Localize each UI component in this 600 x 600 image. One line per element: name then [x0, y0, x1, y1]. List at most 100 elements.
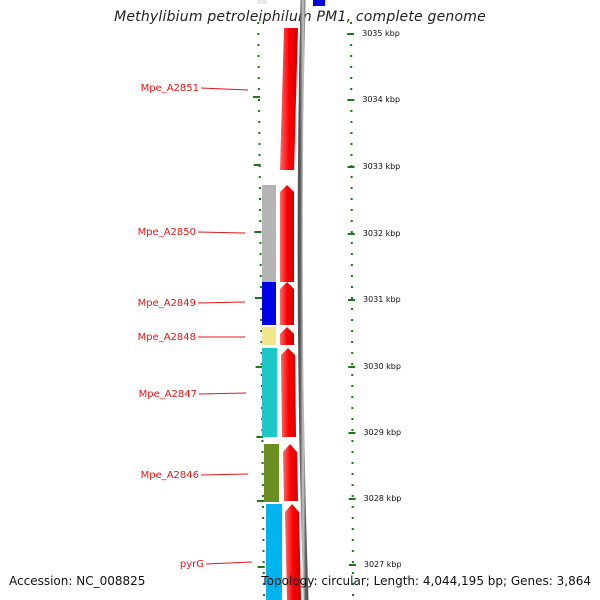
major-tick — [255, 366, 263, 368]
gene-block[interactable] — [264, 444, 279, 502]
track-dot — [257, 99, 260, 101]
track-dot — [351, 506, 354, 508]
track-dot — [351, 407, 354, 409]
track-dot — [350, 286, 353, 288]
track-dot — [351, 451, 354, 453]
gene-labels: Mpe_A2851 Mpe_A2850 Mpe_A2849 Mpe_A2848 Mpe_… — [138, 83, 253, 570]
gene-label[interactable]: Mpe_A2848 — [138, 332, 196, 343]
track-dot — [260, 385, 263, 387]
kbp-tick-label: 3035 kbp — [362, 29, 400, 38]
gene-label[interactable]: Mpe_A2851 — [141, 83, 199, 94]
track-dot — [350, 264, 353, 266]
track-dot — [259, 209, 262, 211]
gene-block[interactable] — [262, 185, 276, 282]
track-dot — [262, 550, 265, 552]
track-dot — [351, 594, 354, 596]
gene-label[interactable]: Mpe_A2850 — [138, 227, 196, 238]
track-dot — [262, 506, 265, 508]
track-dot — [260, 396, 263, 398]
track-dot — [351, 319, 354, 321]
track-dot — [262, 517, 265, 519]
track-dot — [350, 187, 353, 189]
track-dot — [351, 418, 354, 420]
track-dot — [257, 33, 260, 35]
forward-strand-arrows — [280, 28, 301, 600]
kbp-scale: 3035 kbp 3034 kbp 3033 kbp 3032 kbp 3031 kbp… — [362, 29, 401, 569]
track-dot — [261, 495, 264, 497]
strand-arrow[interactable] — [280, 185, 294, 282]
gene-label[interactable]: Mpe_A2849 — [138, 298, 196, 309]
strand-arrow[interactable] — [280, 327, 294, 345]
track-dot — [351, 517, 354, 519]
genome-summary: Topology: circular; Length: 4,044,195 bp… — [261, 574, 591, 588]
gene-leader-line — [197, 231, 246, 234]
track-dot — [350, 44, 353, 46]
gene-label[interactable]: pyrG — [180, 559, 204, 570]
gene-block[interactable] — [262, 282, 276, 325]
track-dot — [350, 198, 353, 200]
track-dot — [262, 539, 265, 541]
kbp-tick-label: 3034 kbp — [362, 95, 400, 104]
gene-leader-line — [197, 301, 246, 304]
track-dot — [258, 121, 261, 123]
kbp-tick-label: 3027 kbp — [364, 560, 402, 569]
major-tick — [254, 297, 262, 299]
track-dot — [350, 110, 353, 112]
track-dot — [262, 594, 265, 596]
gene-block[interactable] — [262, 348, 277, 437]
track-dot — [351, 484, 354, 486]
track-dot — [261, 451, 264, 453]
gene-label[interactable]: Mpe_A2847 — [139, 389, 197, 400]
major-tick — [348, 432, 356, 434]
track-dot — [351, 440, 354, 442]
track-dot — [350, 154, 353, 156]
top-faded-feature — [257, 0, 267, 4]
track-dot — [350, 176, 353, 178]
track-dot — [351, 528, 354, 530]
track-dot — [258, 187, 261, 189]
gene-block[interactable] — [266, 504, 282, 600]
track-dot — [262, 528, 265, 530]
major-tick — [257, 500, 264, 502]
track-dot — [257, 44, 260, 46]
track-dot — [350, 253, 353, 255]
track-dot — [260, 352, 263, 354]
strand-arrow[interactable] — [281, 348, 296, 437]
track-dot — [260, 330, 263, 332]
major-tick — [347, 33, 355, 35]
strand-arrow[interactable] — [280, 28, 298, 170]
track-dot — [259, 264, 262, 266]
major-tick — [347, 99, 355, 101]
track-dot — [350, 121, 353, 123]
strand-arrow[interactable] — [283, 444, 298, 501]
kbp-tick-label: 3028 kbp — [364, 494, 402, 503]
track-dot — [258, 110, 261, 112]
track-dot — [261, 440, 264, 442]
gene-leader-line — [200, 473, 249, 476]
strand-arrow[interactable] — [280, 282, 294, 325]
track-dot — [262, 561, 265, 563]
gene-block[interactable] — [262, 327, 276, 345]
track-dot — [350, 22, 353, 24]
track-dot — [261, 462, 264, 464]
track-dot — [351, 550, 354, 552]
gene-label[interactable]: Mpe_A2846 — [141, 470, 199, 481]
track-dot — [350, 297, 353, 299]
track-dot — [350, 143, 353, 145]
track-dot — [262, 572, 265, 574]
track-dot — [351, 363, 354, 365]
major-tick — [347, 233, 355, 235]
strand-arrow[interactable] — [285, 504, 301, 600]
track-dot — [258, 198, 261, 200]
track-dot — [259, 242, 262, 244]
track-dot — [350, 55, 353, 57]
kbp-tick-label: 3029 kbp — [363, 428, 401, 437]
gene-blocks — [262, 185, 282, 600]
top-blue-feature[interactable] — [313, 0, 325, 6]
track-dot — [257, 22, 260, 24]
track-dot — [257, 77, 260, 79]
track-dot — [351, 330, 354, 332]
track-dot — [351, 429, 354, 431]
track-dot — [257, 66, 260, 68]
